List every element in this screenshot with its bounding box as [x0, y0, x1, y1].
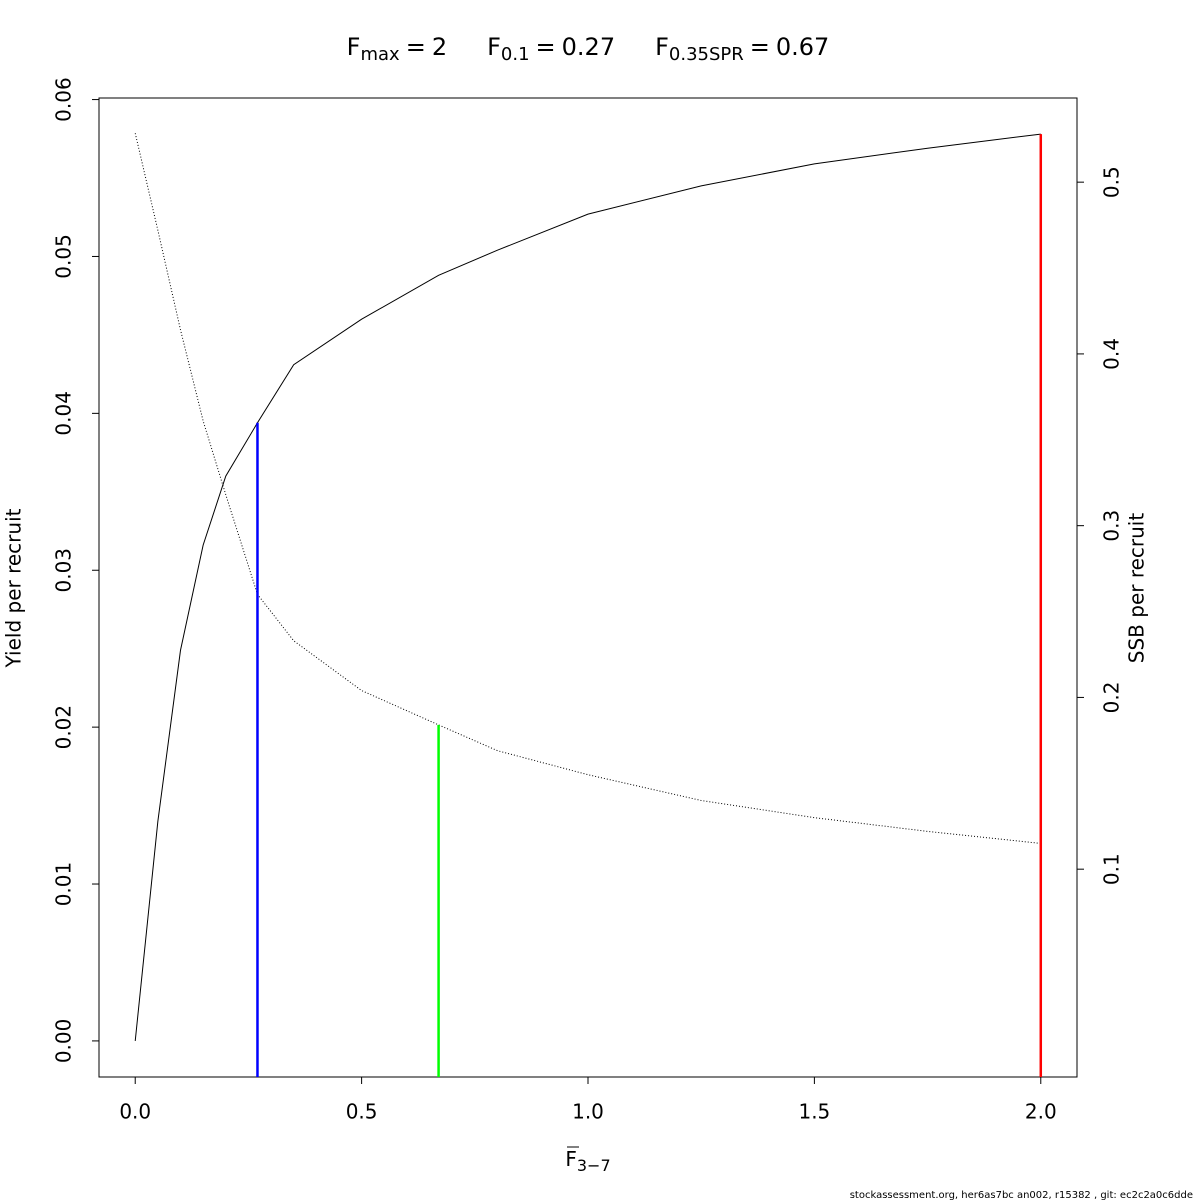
x-tick-label: 1.5 [798, 1100, 830, 1124]
y2-tick-label: 0.2 [1100, 682, 1124, 714]
ssb-curve [134, 133, 1041, 844]
y-tick-label: 0.03 [52, 548, 76, 593]
title-value: 2 [432, 33, 447, 61]
y-tick-label: 0.06 [52, 77, 76, 122]
plot-frame [98, 97, 1078, 1078]
title-relation: = [536, 33, 556, 61]
yield-curve [134, 133, 1041, 1041]
x-label-subscript: 3−7 [577, 1156, 611, 1175]
y2-tick-label: 0.4 [1100, 338, 1124, 370]
y-tick-label: 0.04 [52, 391, 76, 436]
title-value: 0.27 [562, 33, 615, 61]
title-subscript: 0.1 [501, 44, 530, 65]
y-axis-label: Yield per recruit [2, 508, 26, 668]
y-tick-label: 0.05 [52, 234, 76, 279]
y2-tick-label: 0.3 [1100, 510, 1124, 542]
y2-tick-label: 0.5 [1100, 166, 1124, 198]
y2-axis-label: SSB per recruit [1125, 513, 1149, 664]
title-value: 0.67 [776, 33, 829, 61]
x-label-symbol: F [565, 1147, 577, 1171]
x-tick-label: 1.0 [572, 1100, 604, 1124]
y2-tick-label: 0.1 [1100, 853, 1124, 885]
title-symbol: F [347, 33, 361, 61]
title-relation: = [406, 33, 426, 61]
x-tick-label: 0.5 [346, 1100, 378, 1124]
x-axis-label: F3−7 [565, 1147, 610, 1175]
title-subscript: 0.35SPR [669, 44, 744, 65]
title-symbol: F [655, 33, 669, 61]
y-tick-label: 0.00 [52, 1019, 76, 1064]
y-tick-label: 0.02 [52, 705, 76, 750]
title-relation: = [750, 33, 770, 61]
title-subscript: max [360, 44, 400, 65]
y-tick-label: 0.01 [52, 862, 76, 907]
x-tick-label: 2.0 [1025, 1100, 1057, 1124]
x-tick-label: 0.0 [119, 1100, 151, 1124]
title-symbol: F [487, 33, 501, 61]
footer: stockassessment.org, her6as7bc an002, r1… [850, 1190, 1193, 1200]
chart-title: Fmax = 2 F0.1 = 0.27 F0.35SPR = 0.67 [347, 33, 830, 65]
